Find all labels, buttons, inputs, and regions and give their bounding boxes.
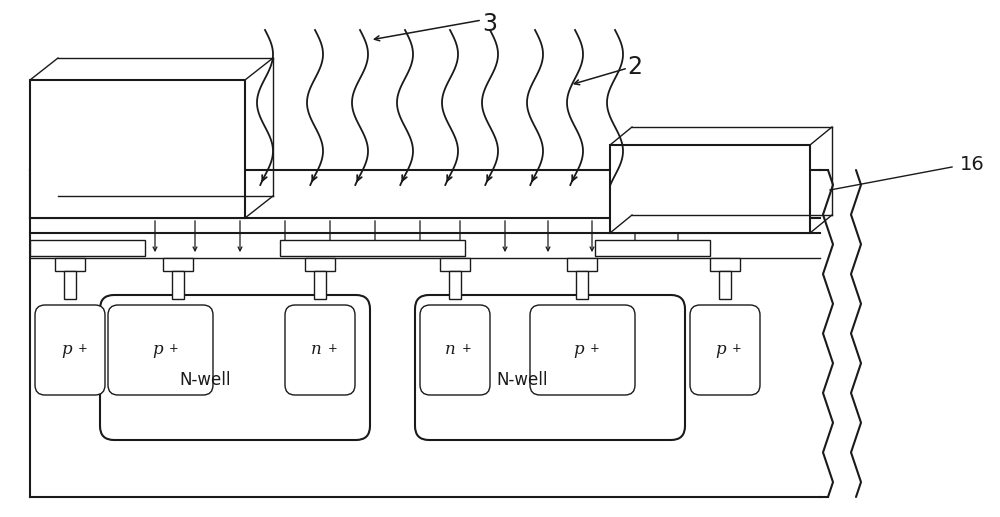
Bar bbox=[567, 258, 597, 271]
Bar bbox=[30, 80, 245, 218]
Text: p: p bbox=[61, 342, 72, 358]
Text: n: n bbox=[311, 342, 322, 358]
Text: +: + bbox=[78, 342, 88, 355]
FancyBboxPatch shape bbox=[108, 305, 213, 395]
FancyBboxPatch shape bbox=[415, 295, 685, 440]
FancyBboxPatch shape bbox=[100, 295, 370, 440]
Text: p: p bbox=[573, 342, 584, 358]
Text: 3: 3 bbox=[482, 12, 498, 36]
Bar bbox=[280, 240, 465, 256]
Bar bbox=[449, 271, 461, 299]
Text: p: p bbox=[152, 342, 163, 358]
FancyBboxPatch shape bbox=[420, 305, 490, 395]
FancyBboxPatch shape bbox=[690, 305, 760, 395]
Bar bbox=[610, 145, 810, 233]
Bar bbox=[55, 258, 85, 271]
Text: p: p bbox=[715, 342, 726, 358]
Bar bbox=[163, 258, 193, 271]
Text: 16: 16 bbox=[960, 156, 985, 175]
Bar bbox=[710, 258, 740, 271]
Bar bbox=[305, 258, 335, 271]
Text: +: + bbox=[328, 342, 338, 355]
Text: +: + bbox=[732, 342, 742, 355]
FancyBboxPatch shape bbox=[35, 305, 105, 395]
FancyBboxPatch shape bbox=[285, 305, 355, 395]
Text: n: n bbox=[445, 342, 456, 358]
Bar bbox=[64, 271, 76, 299]
Text: +: + bbox=[169, 342, 179, 355]
Bar bbox=[30, 240, 145, 256]
Bar bbox=[314, 271, 326, 299]
FancyBboxPatch shape bbox=[530, 305, 635, 395]
Bar bbox=[576, 271, 588, 299]
Bar bbox=[719, 271, 731, 299]
Bar bbox=[172, 271, 184, 299]
Text: +: + bbox=[462, 342, 472, 355]
Text: N-well: N-well bbox=[179, 371, 231, 389]
Text: N-well: N-well bbox=[496, 371, 548, 389]
Text: 2: 2 bbox=[628, 55, 642, 79]
Bar bbox=[595, 240, 710, 256]
Text: +: + bbox=[590, 342, 600, 355]
Bar bbox=[440, 258, 470, 271]
